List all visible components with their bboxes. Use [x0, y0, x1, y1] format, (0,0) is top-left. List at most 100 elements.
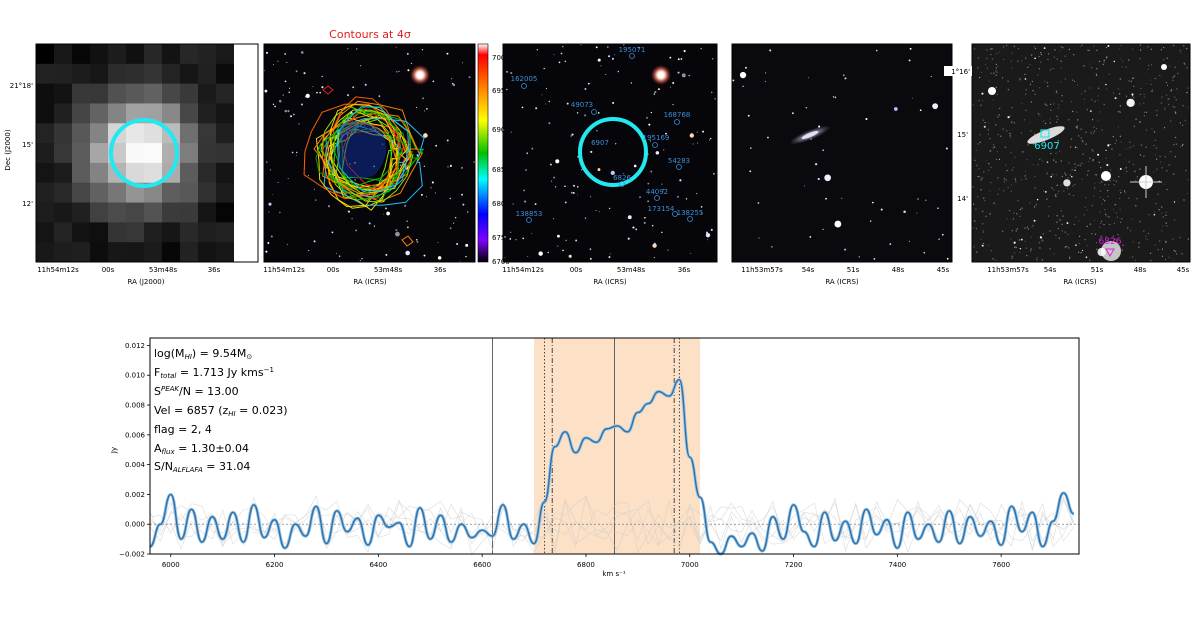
velocity-window-shade: [534, 338, 701, 554]
spectrum-chart: −0.002 0.000 0.002 0.004 0.006 0.008 0.010 0.01…: [110, 337, 1080, 578]
reference-spectrum: [149, 496, 1075, 554]
p5-xtick: 48s: [1134, 266, 1147, 274]
source-label: 195071: [619, 46, 646, 54]
p4-xlabel: RA (ICRS): [825, 278, 859, 286]
p4-xtick: 45s: [937, 266, 950, 274]
panel-hi-map: 21°18' 15' 12' Dec (J2000) 11h54m12s 00s…: [4, 43, 259, 286]
source-label: 54283: [668, 157, 690, 165]
p1-xtick: 36s: [208, 266, 221, 274]
beam-circle: [109, 118, 179, 188]
p1-ylabel: Dec (J2000): [4, 129, 12, 170]
p2-xtick: 11h54m12s: [263, 266, 305, 274]
p5-xlabel: RA (ICRS): [1063, 278, 1097, 286]
velocity-colorbar: [477, 43, 489, 263]
p3-xtick: 11h54m12s: [502, 266, 544, 274]
x-tick-label: 6200: [266, 561, 284, 569]
y-tick-label: 0.006: [125, 431, 146, 439]
p4-xtick: 51s: [847, 266, 860, 274]
x-tick-label: 6000: [162, 561, 180, 569]
colorbar-tick: 6850: [492, 166, 510, 174]
x-tick-label: 6400: [369, 561, 387, 569]
p5-ytick: 1°16': [951, 68, 970, 76]
image-panels: 21°18' 15' 12' Dec (J2000) 11h54m12s 00s…: [4, 28, 1191, 286]
colorbar-tick: 6750: [492, 234, 510, 242]
p1-ytick: 15': [22, 141, 33, 149]
spectrum-line: [149, 379, 1075, 555]
triangle-marker-icon: [1105, 248, 1115, 258]
x-tick-label: 6600: [473, 561, 491, 569]
annotation-flag: flag = 2, 4: [154, 423, 212, 436]
p5-xtick: 51s: [1091, 266, 1104, 274]
y-tick-label: 0.002: [125, 491, 145, 499]
galaxy-label-cyan: 6907: [1034, 141, 1059, 152]
colorbar-tick: 6950: [492, 87, 510, 95]
p1-ytick: 12': [22, 200, 33, 208]
p5-xtick: 11h53m57s: [987, 266, 1029, 274]
source-label: 6907: [591, 139, 609, 147]
beam-circle: [578, 117, 648, 187]
source-label: 44092: [646, 188, 668, 196]
panel-contours: Contours at 4σ 7000 6950 6900 6850 6800 …: [263, 28, 510, 286]
p3-xtick: 36s: [678, 266, 691, 274]
source-label: 168768: [664, 111, 691, 119]
y-tick-label: 0.010: [125, 372, 145, 380]
marker-square: [1040, 129, 1050, 138]
colorbar-tick: 6700: [492, 258, 510, 266]
y-tick-label: 0.000: [125, 521, 145, 529]
annotation-sn-alfalfa: S/NALFLAFA = 31.04: [154, 460, 250, 474]
p3-xlabel: RA (ICRS): [593, 278, 627, 286]
y-tick-label: −0.002: [119, 551, 145, 559]
panel-optical-zoom: 11h53m57s 54s 51s 48s 45s RA (ICRS): [731, 43, 953, 286]
x-tick-label: 7000: [681, 561, 699, 569]
source-label: 173154: [648, 205, 675, 213]
y-axis-label: Jy: [110, 447, 118, 454]
p2-xtick: 36s: [434, 266, 447, 274]
p1-xtick: 00s: [102, 266, 115, 274]
source-label: 195169: [643, 134, 670, 142]
p1-xlabel: RA (J2000): [128, 278, 165, 286]
p3-xtick: 00s: [570, 266, 583, 274]
x-tick-label: 7600: [992, 561, 1010, 569]
p5-xtick: 54s: [1044, 266, 1057, 274]
y-tick-label: 0.004: [125, 461, 146, 469]
annotation-aflux: Aflux = 1.30±0.04: [154, 442, 249, 456]
colorbar-tick: 7000: [492, 54, 510, 62]
p2-xtick: 00s: [327, 266, 340, 274]
p5-ytick: 14': [957, 195, 968, 203]
plot-frame: [149, 337, 1080, 555]
p5-ytick: 15': [957, 131, 968, 139]
galaxy-label-magenta: 6826: [1099, 237, 1122, 247]
x-tick-label: 7400: [888, 561, 906, 569]
p1-xtick: 53m48s: [149, 266, 178, 274]
panel-grayscale: 6907 6826 1°16' 15' 14' 11h53m57s 54s 51…: [944, 43, 1191, 286]
p3-xtick: 53m48s: [617, 266, 646, 274]
reference-spectrum: [149, 496, 1075, 552]
p2-xtick: 53m48s: [374, 266, 403, 274]
x-tick-label: 6800: [577, 561, 595, 569]
p4-xtick: 11h53m57s: [741, 266, 783, 274]
source-label: 138853: [516, 210, 543, 218]
panel-catalog: 195071 162005 49073 168768 195169 6907 5…: [502, 42, 718, 286]
annotation-block: log(MHI) = 9.54M⊙ Ftotal = 1.713 Jy kms−…: [154, 347, 288, 474]
x-tick-label: 7200: [785, 561, 803, 569]
y-tick-label: 0.008: [125, 402, 145, 410]
p4-xtick: 54s: [802, 266, 815, 274]
p1-ytick: 21°18': [10, 82, 33, 90]
p1-xtick: 11h54m12s: [37, 266, 79, 274]
annotation-ftotal: Ftotal = 1.713 Jy kms−1: [154, 366, 274, 380]
source-label: 162005: [511, 75, 538, 83]
colorbar-tick: 6900: [492, 126, 510, 134]
y-tick-label: 0.012: [125, 342, 145, 350]
source-label: 138255: [677, 209, 704, 217]
annotation-mhi: log(MHI) = 9.54M⊙: [154, 347, 252, 361]
source-label: 6826: [613, 174, 631, 182]
p5-xtick: 45s: [1177, 266, 1190, 274]
x-axis-label: km s⁻¹: [602, 570, 625, 578]
contour-title: Contours at 4σ: [329, 28, 411, 41]
p4-xtick: 48s: [892, 266, 905, 274]
source-label: 49073: [571, 101, 593, 109]
reference-spectrum: [149, 497, 1075, 553]
p2-xlabel: RA (ICRS): [353, 278, 387, 286]
annotation-vel: Vel = 6857 (zHI = 0.023): [154, 404, 288, 418]
annotation-snr: SPEAK/N = 13.00: [154, 385, 239, 398]
